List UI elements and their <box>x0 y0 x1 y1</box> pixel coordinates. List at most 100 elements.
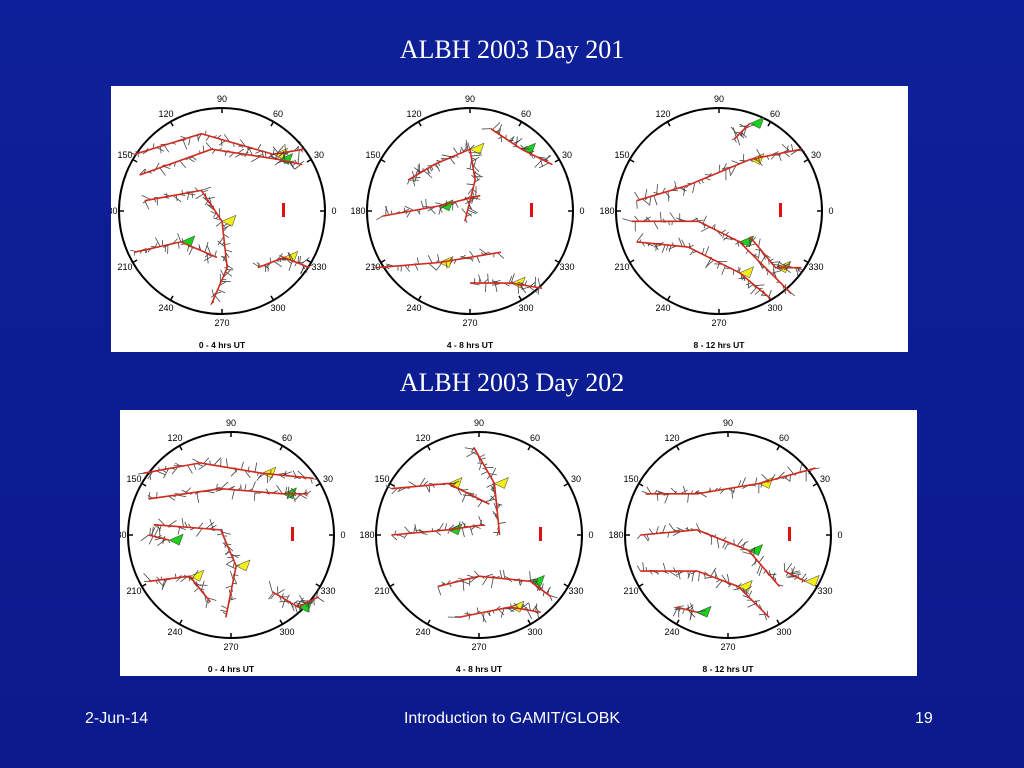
azimuth-tick <box>675 619 680 625</box>
residual-spike <box>192 458 201 464</box>
residual-spike <box>479 454 486 458</box>
residual-spike <box>268 581 273 592</box>
residual-spike <box>240 461 244 470</box>
azimuth-tick <box>270 295 275 301</box>
azimuth-tick <box>426 445 431 451</box>
residual-spike <box>193 587 200 593</box>
residual-spike <box>257 144 262 150</box>
residual-spike <box>710 567 717 577</box>
residual-spike <box>460 146 465 152</box>
residual-spike <box>222 226 228 232</box>
residual-spike <box>499 569 503 579</box>
residual-spike <box>471 197 474 204</box>
satellite-track <box>473 447 501 536</box>
satellite-track <box>733 122 751 140</box>
scale-bar <box>530 203 533 217</box>
residual-spike <box>284 486 288 494</box>
residual-spike <box>457 521 461 529</box>
residual-fill-patch <box>749 116 765 129</box>
residual-spike <box>231 489 235 500</box>
azimuth-label: 150 <box>365 150 380 160</box>
residual-spike <box>748 590 753 597</box>
residual-spike <box>201 186 212 191</box>
residual-spike <box>469 526 473 536</box>
residual-spike <box>437 586 442 596</box>
azimuth-label: 60 <box>282 433 292 443</box>
residual-spike <box>753 546 756 557</box>
azimuth-tick <box>178 445 183 451</box>
residual-spike <box>270 593 276 600</box>
satellite-track <box>784 570 806 583</box>
scale-bar <box>788 527 791 541</box>
residual-spike <box>778 153 782 162</box>
residual-spike <box>687 604 690 611</box>
residual-spike <box>453 147 459 155</box>
azimuth-label: 240 <box>406 303 421 313</box>
residual-spike <box>244 484 247 491</box>
residual-spike <box>642 198 650 205</box>
residual-spike <box>385 485 392 490</box>
azimuth-tick <box>803 259 809 264</box>
residual-spike <box>653 221 659 230</box>
residual-spike <box>755 284 765 287</box>
residual-spike <box>217 236 225 246</box>
residual-spike <box>482 576 488 586</box>
azimuth-tick <box>315 482 321 487</box>
residual-spike <box>292 470 297 477</box>
residual-spike <box>500 608 505 618</box>
azimuth-label: 90 <box>474 418 484 428</box>
residual-spike <box>391 487 399 495</box>
residual-spike <box>479 248 488 255</box>
residual-spike <box>252 262 260 268</box>
residual-spike <box>655 243 658 251</box>
azimuth-label: 210 <box>117 262 132 272</box>
residual-spike <box>231 554 241 557</box>
residual-spike <box>297 470 306 478</box>
azimuth-label: 150 <box>126 474 141 484</box>
residual-spike <box>288 252 295 262</box>
residual-spike <box>636 233 644 243</box>
azimuth-label: 330 <box>817 586 832 596</box>
residual-spike <box>732 487 736 494</box>
residual-spike <box>705 259 715 268</box>
residual-spike <box>772 263 781 266</box>
residual-spike <box>644 189 648 199</box>
residual-spike <box>482 612 485 623</box>
residual-spike <box>466 183 475 186</box>
residual-spike <box>497 252 505 259</box>
residual-spike <box>419 477 426 487</box>
residual-spike <box>758 555 765 563</box>
residual-spike <box>682 608 685 614</box>
azimuth-tick <box>389 482 395 487</box>
satellite-track <box>391 523 485 536</box>
residual-spike <box>269 257 272 263</box>
residual-spike <box>179 160 187 168</box>
residual-spike <box>478 274 482 284</box>
azimuth-label: 0 <box>331 206 336 216</box>
azimuth-tick <box>767 121 772 127</box>
skyplot-panel-day-202-svg: 90603003303002702402101801501200 - 4 hrs… <box>120 418 843 674</box>
azimuth-label: 150 <box>374 474 389 484</box>
skyplot-caption: 0 - 4 hrs UT <box>208 664 255 674</box>
residual-spike <box>478 461 483 471</box>
residual-spike <box>436 261 443 271</box>
residual-spike <box>785 563 793 572</box>
satellite-track <box>749 236 802 269</box>
residual-fill-patch <box>748 543 764 556</box>
residual-spike <box>721 574 728 583</box>
residual-spike <box>151 526 154 536</box>
satellite-track <box>143 462 314 480</box>
residual-spike <box>515 136 518 146</box>
satellite-track <box>391 482 490 505</box>
residual-spike <box>191 192 194 198</box>
residual-spike <box>223 134 230 142</box>
residual-spike <box>299 141 304 150</box>
residual-spike <box>731 488 734 499</box>
azimuth-tick <box>638 583 644 588</box>
residual-spike <box>225 549 230 556</box>
residual-spike <box>200 580 205 591</box>
residual-spike <box>435 163 441 172</box>
residual-spike <box>181 517 184 528</box>
residual-spike <box>215 221 223 227</box>
residual-spike <box>264 264 267 272</box>
